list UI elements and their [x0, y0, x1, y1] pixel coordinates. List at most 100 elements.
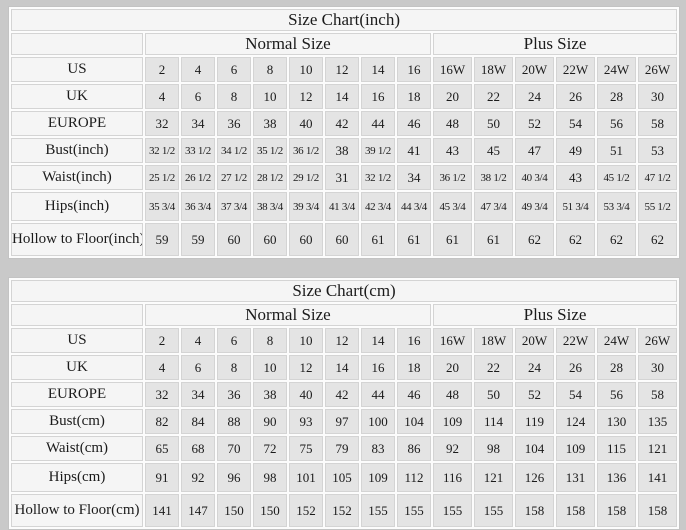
size-cell: 4	[145, 84, 179, 109]
size-cell: 82	[145, 409, 179, 434]
size-cell: 18	[397, 355, 431, 380]
size-cell: 51 3/4	[556, 192, 595, 221]
size-cell: 98	[474, 436, 513, 461]
size-cell: 22W	[556, 328, 595, 353]
size-cell: 44 3/4	[397, 192, 431, 221]
size-cell: 155	[433, 494, 472, 527]
size-cell: 62	[556, 223, 595, 256]
size-cell: 16	[361, 355, 395, 380]
size-cell: 4	[181, 57, 215, 82]
table-row: Hollow to Floor(cm) 141 147 150 150 152 152 155…	[11, 494, 678, 527]
size-cell: 8	[217, 84, 251, 109]
size-cell: 34	[397, 165, 431, 190]
table-row: Hips(inch) 35 3/4 36 3/4 37 3/4 38 3/4 39 3/4…	[11, 192, 678, 221]
size-cell: 25 1/2	[145, 165, 179, 190]
size-cell: 158	[556, 494, 595, 527]
size-cell: 20	[433, 84, 472, 109]
size-cell: 109	[361, 463, 395, 492]
size-cell: 14	[325, 355, 359, 380]
size-cell: 68	[181, 436, 215, 461]
size-cell: 36 1/2	[289, 138, 323, 163]
size-cell: 147	[181, 494, 215, 527]
size-cell: 124	[556, 409, 595, 434]
size-cell: 47 1/2	[638, 165, 678, 190]
size-cell: 20W	[515, 57, 554, 82]
size-cell: 47 3/4	[474, 192, 513, 221]
size-cell: 62	[597, 223, 636, 256]
size-cell: 100	[361, 409, 395, 434]
table-row: Normal Size Plus Size	[11, 33, 678, 55]
size-cell: 62	[515, 223, 554, 256]
size-cell: 10	[253, 84, 287, 109]
row-label: Hollow to Floor(cm)	[11, 494, 143, 527]
size-cell: 72	[253, 436, 287, 461]
row-label: Hips(cm)	[11, 463, 143, 492]
size-cell: 60	[325, 223, 359, 256]
size-cell: 34 1/2	[217, 138, 251, 163]
group-header-normal: Normal Size	[145, 304, 431, 326]
size-cell: 18W	[474, 328, 513, 353]
size-cell: 158	[638, 494, 678, 527]
size-cell: 150	[217, 494, 251, 527]
size-cell: 93	[289, 409, 323, 434]
size-cell: 141	[145, 494, 179, 527]
size-cell: 126	[515, 463, 554, 492]
row-label: UK	[11, 84, 143, 109]
size-cell: 24	[515, 84, 554, 109]
size-cell: 83	[361, 436, 395, 461]
size-cell: 8	[217, 355, 251, 380]
size-cell: 14	[361, 328, 395, 353]
size-cell: 58	[638, 382, 678, 407]
table-row: Size Chart(cm)	[11, 280, 678, 302]
size-cell: 27 1/2	[217, 165, 251, 190]
table-row: Waist(cm) 65 68 70 72 75 79 83 86 92 98 104 109 115 12…	[11, 436, 678, 461]
size-cell: 42	[325, 382, 359, 407]
size-cell: 136	[597, 463, 636, 492]
table-row: Normal Size Plus Size	[11, 304, 678, 326]
size-cell: 37 3/4	[217, 192, 251, 221]
row-label: Hollow to Floor(inch)	[11, 223, 143, 256]
size-cell: 48	[433, 382, 472, 407]
row-label: US	[11, 328, 143, 353]
table-row: Size Chart(inch)	[11, 9, 678, 31]
size-cell: 24	[515, 355, 554, 380]
corner-cell	[11, 304, 143, 326]
size-cell: 10	[253, 355, 287, 380]
size-cell: 45 3/4	[433, 192, 472, 221]
size-cell: 22W	[556, 57, 595, 82]
size-cell: 34	[181, 111, 215, 136]
size-cell: 53	[638, 138, 678, 163]
size-cell: 43	[433, 138, 472, 163]
size-cell: 6	[181, 355, 215, 380]
size-cell: 4	[181, 328, 215, 353]
size-cell: 22	[474, 355, 513, 380]
size-cell: 155	[474, 494, 513, 527]
size-cell: 152	[289, 494, 323, 527]
size-cell: 24W	[597, 328, 636, 353]
table-title: Size Chart(inch)	[11, 9, 678, 31]
size-cell: 109	[556, 436, 595, 461]
size-cell: 20	[433, 355, 472, 380]
size-cell: 40	[289, 111, 323, 136]
size-cell: 36	[217, 382, 251, 407]
size-cell: 16W	[433, 328, 472, 353]
table-row: US 2 4 6 8 10 12 14 16 16W 18W 20W 22W 24W 26W	[11, 57, 678, 82]
size-cell: 59	[181, 223, 215, 256]
size-cell: 53 3/4	[597, 192, 636, 221]
size-cell: 38	[325, 138, 359, 163]
size-cell: 26W	[638, 328, 678, 353]
size-cell: 41	[397, 138, 431, 163]
size-cell: 114	[474, 409, 513, 434]
size-cell: 54	[556, 111, 595, 136]
size-cell: 43	[556, 165, 595, 190]
table-gap	[8, 259, 678, 277]
size-cell: 34	[181, 382, 215, 407]
size-cell: 32	[145, 111, 179, 136]
size-cell: 96	[217, 463, 251, 492]
row-label: Waist(cm)	[11, 436, 143, 461]
size-cell: 51	[597, 138, 636, 163]
size-cell: 90	[253, 409, 287, 434]
size-cell: 70	[217, 436, 251, 461]
size-cell: 12	[289, 355, 323, 380]
size-cell: 79	[325, 436, 359, 461]
